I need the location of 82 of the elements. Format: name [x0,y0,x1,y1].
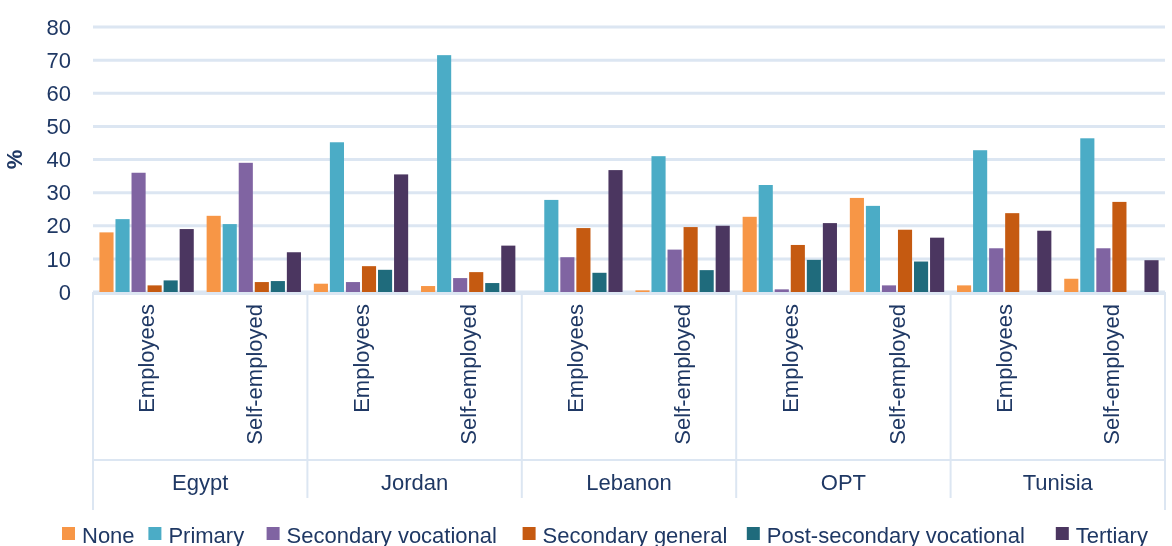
y-tick-label: 40 [46,147,71,173]
bar [1005,213,1020,292]
bar [715,225,730,292]
bar [576,228,591,292]
bar [667,249,682,292]
x-tick-label: Employees [563,304,589,413]
bar [329,142,344,292]
bar [560,257,575,292]
bar [238,162,253,292]
x-tick-label: Self-employed [1099,304,1125,445]
bar [1112,201,1127,292]
text: OPT [820,470,867,495]
bar [683,227,698,292]
text: Egypt [172,470,229,495]
y-tick-label: 80 [46,14,71,40]
bar [179,229,194,292]
bar [453,278,468,292]
bar [147,285,162,292]
bar [270,281,285,292]
bar [989,248,1004,292]
bar [651,156,666,292]
bar [115,219,130,292]
bar [1080,138,1095,292]
bar [806,259,821,292]
text: Tunisia [1022,470,1094,495]
x-tick-label: Employees [777,304,803,413]
x-tick-label: Employees [991,304,1017,413]
bar [206,215,221,292]
x-tick-label: Employees [348,304,374,413]
x-tick-label: Self-employed [884,304,910,445]
x-tick-label: Self-employed [455,304,481,445]
bar [957,285,972,292]
bar [1096,248,1111,292]
y-axis-title: % [2,149,27,170]
bar [345,282,361,292]
y-tick-label: 10 [46,246,71,272]
bar [421,286,436,292]
bar [1064,278,1079,292]
x-tick-label: Self-employed [670,304,696,445]
y-tick-label: 50 [46,114,71,140]
legend-label: None [82,522,135,546]
bar [592,272,607,292]
bar [822,223,837,292]
y-tick-label: 30 [46,180,71,206]
bar [99,232,114,292]
bar [469,272,484,292]
bar [131,172,146,292]
bar [758,185,773,292]
bar [313,283,328,292]
bar [163,280,178,292]
text: Lebanon [586,470,672,495]
bar [881,285,897,292]
x-tick-label: Employees [134,304,160,413]
bar [849,197,864,292]
bar [774,289,789,292]
x-tick-label: Self-employed [241,304,267,445]
bar [699,270,714,292]
bar [222,224,237,292]
bar [930,237,945,292]
text: Jordan [380,470,449,495]
bar [742,216,757,292]
bar [361,266,377,292]
bar [437,55,452,292]
bar [914,261,929,292]
bar [1037,230,1052,292]
bar [254,282,269,292]
bar [394,174,409,292]
bar [1144,260,1159,292]
bar [973,150,988,292]
bar [485,283,500,292]
y-tick-label: 60 [46,80,71,106]
bar [501,245,516,292]
bar [865,205,880,292]
bar [897,229,913,292]
bar [608,170,623,292]
bar [790,244,805,292]
bar [544,199,559,292]
y-tick-label: 70 [46,47,71,73]
bar [286,252,301,292]
y-tick-label: 20 [46,213,71,239]
bar [378,269,393,292]
y-tick-label: 0 [58,279,71,305]
